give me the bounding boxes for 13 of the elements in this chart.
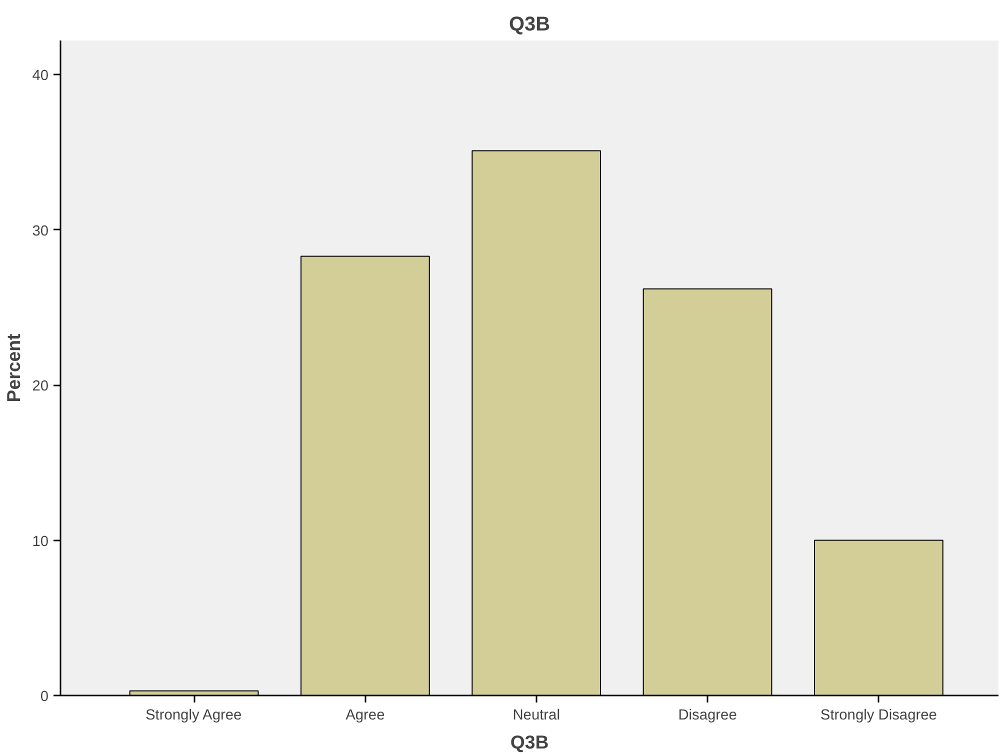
y-tick-label: 0 <box>40 689 49 705</box>
x-axis-title: Q3B <box>510 732 549 752</box>
x-tick-label: Strongly Disagree <box>820 708 937 724</box>
x-tick-label: Neutral <box>512 708 560 724</box>
x-tick-label: Disagree <box>678 708 737 724</box>
chart-title: Q3B <box>508 14 550 36</box>
x-tick-label: Agree <box>346 708 385 724</box>
y-tick-label: 30 <box>32 223 49 240</box>
y-tick-label: 20 <box>32 378 49 395</box>
x-tick-label: Strongly Agree <box>146 708 242 724</box>
y-axis-title: Percent <box>3 334 24 402</box>
y-tick-label: 10 <box>32 534 49 550</box>
y-tick-label: 40 <box>32 68 49 84</box>
